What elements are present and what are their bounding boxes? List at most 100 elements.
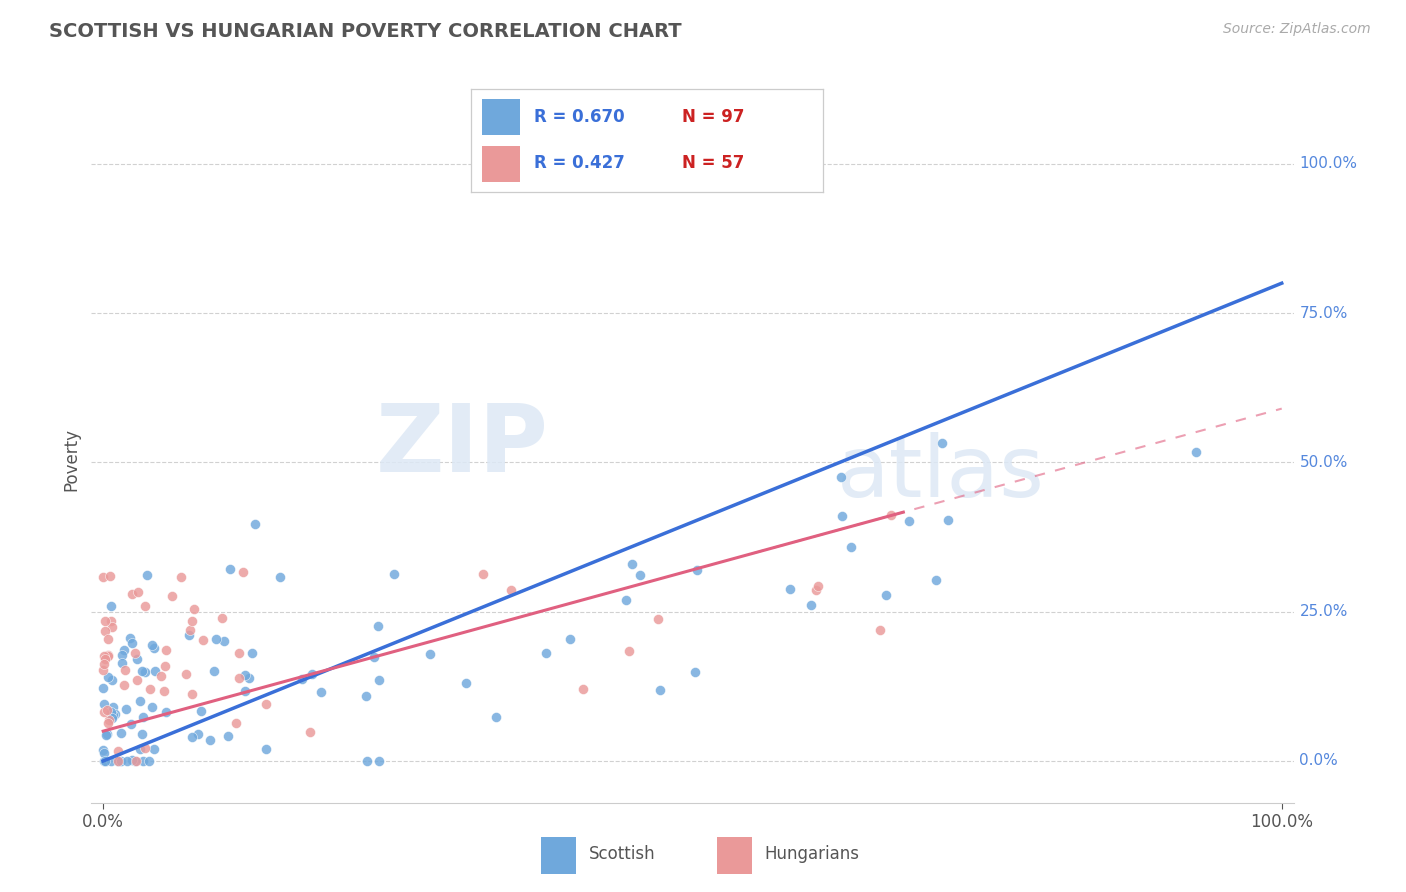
Point: [125, 673, 148, 687]
Point: [93, 648, 115, 663]
Point: [121, 753, 143, 767]
Point: [100, 706, 122, 720]
Point: [183, 601, 205, 615]
Point: [225, 716, 247, 731]
Point: [243, 517, 266, 532]
Point: [931, 436, 953, 450]
Point: [149, 669, 172, 683]
Point: [155, 659, 177, 673]
Point: [107, 743, 129, 757]
Point: [131, 754, 153, 768]
Point: [110, 754, 132, 768]
Point: [180, 687, 202, 701]
Point: [97, 715, 120, 730]
Point: [683, 665, 706, 680]
Point: [96, 728, 118, 742]
Point: [142, 742, 165, 756]
Y-axis label: Poverty: Poverty: [62, 428, 80, 491]
Text: 50.0%: 50.0%: [1299, 455, 1348, 470]
Point: [110, 726, 132, 740]
Point: [628, 568, 651, 582]
Text: N = 57: N = 57: [682, 154, 744, 172]
Point: [363, 649, 385, 664]
Point: [179, 624, 201, 638]
Point: [91, 681, 114, 695]
Text: Source: ZipAtlas.com: Source: ZipAtlas.com: [1223, 22, 1371, 37]
Point: [98, 713, 121, 727]
Point: [94, 614, 117, 628]
Point: [647, 612, 669, 626]
Point: [100, 614, 122, 628]
Point: [101, 673, 124, 688]
Bar: [717, 837, 752, 874]
Point: [129, 694, 152, 708]
Point: [367, 754, 389, 768]
Text: R = 0.427: R = 0.427: [534, 154, 626, 172]
Point: [800, 598, 823, 612]
Point: [155, 705, 177, 719]
Point: [534, 646, 557, 660]
Point: [685, 563, 707, 577]
Point: [100, 754, 122, 768]
Point: [100, 620, 122, 634]
Point: [454, 675, 477, 690]
Point: [180, 614, 202, 628]
Point: [233, 668, 256, 682]
Point: [936, 513, 959, 527]
Point: [779, 582, 801, 597]
Point: [291, 672, 314, 686]
Point: [98, 569, 121, 583]
Point: [830, 470, 852, 484]
Bar: [482, 99, 520, 136]
Point: [107, 754, 129, 768]
Point: [254, 742, 277, 756]
Point: [101, 700, 124, 714]
Point: [354, 690, 377, 704]
Point: [134, 665, 156, 680]
Point: [142, 640, 165, 655]
Point: [174, 667, 197, 681]
Point: [127, 585, 149, 599]
Point: [648, 683, 671, 698]
Point: [232, 565, 254, 579]
Point: [104, 706, 127, 721]
Point: [94, 754, 117, 768]
Point: [100, 599, 122, 613]
Point: [132, 709, 155, 723]
Point: [193, 633, 215, 648]
Point: [869, 623, 891, 637]
Point: [211, 610, 233, 624]
Point: [107, 754, 129, 768]
Point: [238, 671, 260, 685]
Point: [180, 730, 202, 744]
Point: [269, 570, 291, 584]
Point: [301, 667, 323, 681]
Bar: [482, 145, 520, 181]
Point: [93, 754, 115, 768]
Point: [617, 643, 640, 657]
Point: [202, 664, 225, 678]
Point: [114, 702, 136, 716]
Text: Scottish: Scottish: [589, 845, 655, 863]
Point: [115, 754, 138, 768]
Point: [111, 648, 134, 662]
Point: [93, 657, 115, 672]
Point: [127, 652, 149, 666]
Point: [242, 646, 264, 660]
Point: [839, 540, 862, 554]
Point: [572, 681, 595, 696]
Point: [311, 685, 333, 699]
Point: [298, 725, 321, 739]
Point: [121, 587, 143, 601]
Point: [621, 557, 644, 571]
Point: [121, 636, 143, 650]
Point: [170, 570, 193, 584]
Point: [96, 703, 118, 717]
Point: [831, 508, 853, 523]
Text: 75.0%: 75.0%: [1299, 306, 1348, 320]
Point: [97, 671, 120, 685]
Text: 100.0%: 100.0%: [1299, 156, 1357, 171]
Point: [190, 704, 212, 718]
Point: [212, 634, 235, 648]
Text: ZIP: ZIP: [375, 400, 548, 491]
